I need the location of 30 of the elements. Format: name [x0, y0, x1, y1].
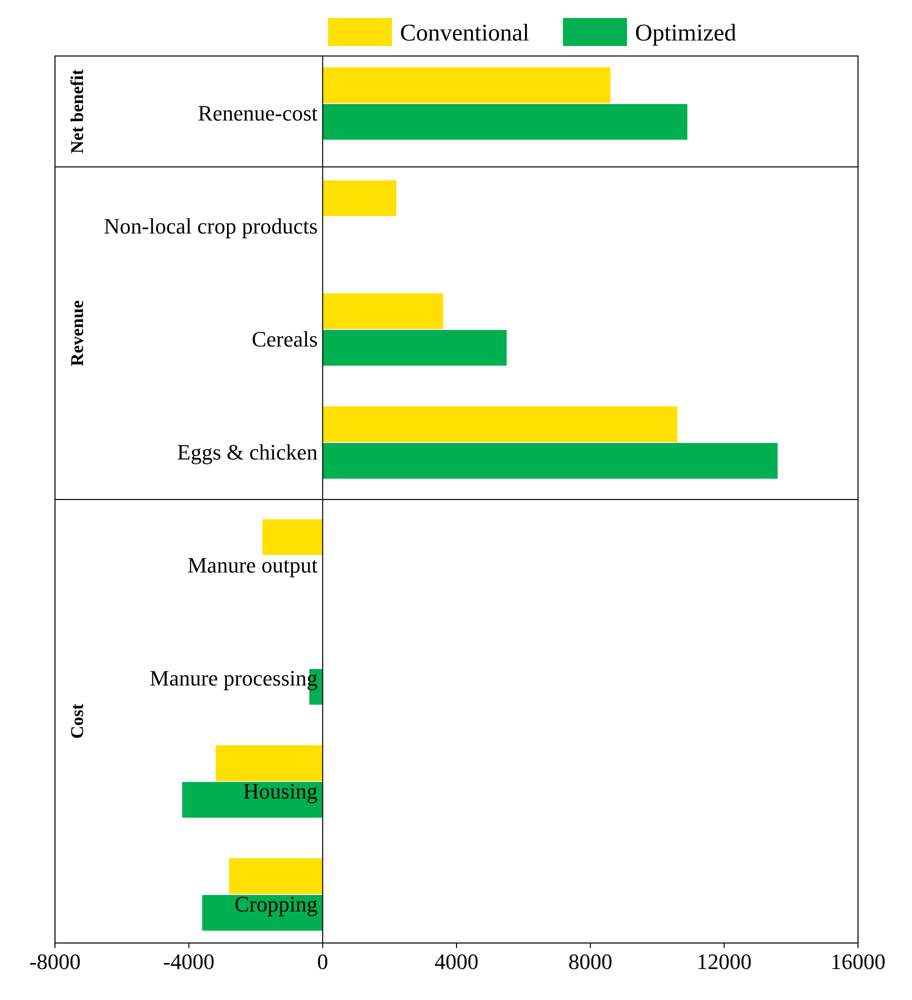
x-tick-label: 8000 [568, 949, 612, 974]
x-tick-label: 16000 [830, 949, 886, 974]
bar [322, 406, 678, 442]
annotation: Revenue [67, 300, 87, 366]
y-tick-label: Non-local crop products [104, 214, 318, 239]
bar [262, 519, 323, 555]
y-tick-label: Cereals [252, 326, 318, 352]
bar [322, 67, 610, 104]
bar [216, 745, 323, 781]
bar [228, 858, 323, 894]
bar [322, 180, 396, 216]
x-tick-label: -8000 [29, 949, 81, 974]
y-tick-label: Renenue-cost [198, 100, 318, 126]
y-tick-label: Eggs & chicken [177, 440, 318, 465]
x-tick-label: 12000 [696, 949, 752, 974]
annotation: Net benefit [67, 69, 87, 154]
x-tick-label: 0 [317, 949, 328, 974]
bar [322, 330, 507, 366]
x-tick-label: -4000 [163, 949, 214, 974]
y-tick-label: Housing [243, 778, 318, 804]
legend-label: Optimized [635, 20, 736, 46]
y-tick-label: Manure output [188, 552, 318, 578]
bar [322, 443, 778, 479]
y-tick-label: Cropping [234, 891, 318, 916]
bar [322, 104, 688, 140]
bar [182, 782, 323, 818]
x-tick-label: 4000 [434, 949, 478, 974]
legend-label: Conventional [400, 20, 530, 46]
annotation: Cost [67, 704, 87, 739]
bar [322, 293, 444, 330]
